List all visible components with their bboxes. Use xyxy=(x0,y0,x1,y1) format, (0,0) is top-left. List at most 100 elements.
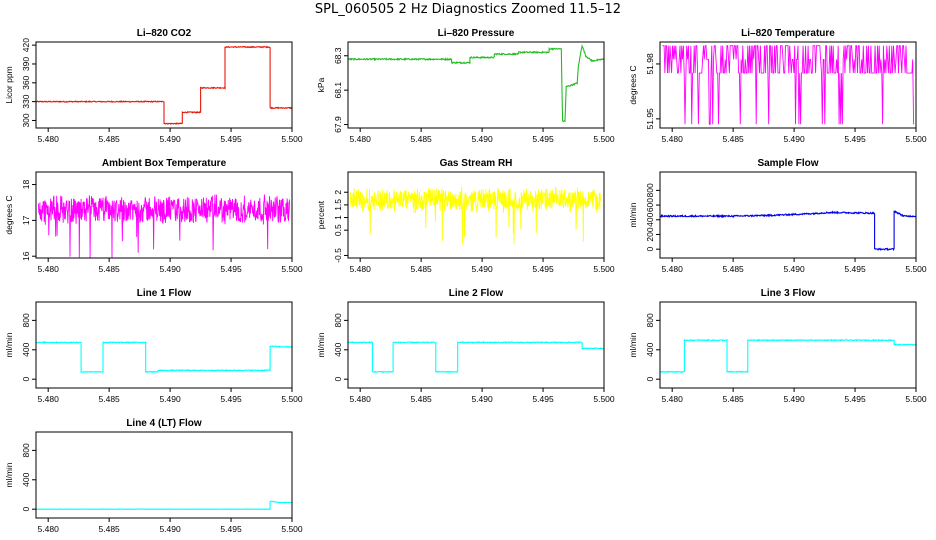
x-tick-label: 5.500 xyxy=(593,394,615,404)
x-tick-label: 5.490 xyxy=(783,134,805,144)
y-tick-label: 200 xyxy=(645,227,655,241)
x-tick-label: 5.485 xyxy=(411,394,433,404)
y-tick-label: 2 xyxy=(333,190,343,195)
x-tick-label: 5.500 xyxy=(905,134,927,144)
series-line xyxy=(37,194,291,259)
plot-frame xyxy=(659,171,917,259)
panel-title: Line 1 Flow xyxy=(137,288,192,299)
panel-8: Line 2 Flow 5.480 5.485 5.490 5.495 5.500 0 400… xyxy=(316,288,615,404)
series-line xyxy=(35,340,293,374)
y-tick-label: 400 xyxy=(645,212,655,226)
x-tick-label: 5.485 xyxy=(723,394,745,404)
x-tick-label: 5.480 xyxy=(662,134,684,144)
panel-6: Sample Flow 5.480 5.485 5.490 5.495 5.500 0 200… xyxy=(628,158,927,274)
x-tick-label: 5.480 xyxy=(38,264,60,274)
series-line xyxy=(347,341,605,374)
x-tick-label: 5.480 xyxy=(350,264,372,274)
x-tick-label: 5.500 xyxy=(281,394,303,404)
figure-title: SPL_060505 2 Hz Diagnostics Zoomed 11.5–… xyxy=(314,2,622,17)
y-tick-label: 400 xyxy=(333,342,343,356)
y-tick-label: 420 xyxy=(21,38,31,52)
series-line xyxy=(349,186,602,245)
x-tick-label: 5.490 xyxy=(159,524,181,534)
y-axis-label: degrees C xyxy=(628,65,638,104)
series-line xyxy=(347,43,605,123)
y-tick-label: -0.5 xyxy=(333,248,343,263)
y-tick-label: 0 xyxy=(645,247,655,252)
series-line xyxy=(659,210,917,252)
y-tick-label: 51.95 xyxy=(645,108,655,130)
y-axis-label: ml/min xyxy=(316,332,326,357)
y-tick-label: 0.5 xyxy=(333,224,343,236)
y-axis-label: ml/min xyxy=(628,202,638,227)
panel-title: Li–820 Temperature xyxy=(741,28,835,39)
x-tick-label: 5.500 xyxy=(281,134,303,144)
y-tick-label: 800 xyxy=(645,313,655,327)
y-tick-label: 51.98 xyxy=(645,53,655,75)
y-tick-label: 400 xyxy=(645,342,655,356)
x-tick-label: 5.495 xyxy=(844,394,866,404)
x-tick-label: 5.490 xyxy=(159,394,181,404)
x-tick-label: 5.490 xyxy=(471,394,493,404)
y-axis-label: ml/min xyxy=(628,332,638,357)
series-line xyxy=(659,338,917,374)
y-tick-label: 330 xyxy=(21,94,31,108)
x-tick-label: 5.495 xyxy=(220,264,242,274)
x-tick-label: 5.500 xyxy=(905,394,927,404)
plot-frame xyxy=(35,431,293,519)
x-tick-label: 5.485 xyxy=(723,264,745,274)
panel-4: Ambient Box Temperature 5.480 5.485 5.490 5.… xyxy=(4,158,303,274)
x-tick-label: 5.480 xyxy=(38,394,60,404)
x-tick-label: 5.500 xyxy=(593,264,615,274)
plot-frame xyxy=(659,41,917,129)
plot-frame xyxy=(35,41,293,129)
y-axis-label: ml/min xyxy=(4,332,14,357)
x-tick-label: 5.495 xyxy=(532,394,554,404)
x-tick-label: 5.500 xyxy=(281,524,303,534)
y-tick-label: 800 xyxy=(21,313,31,327)
plot-frame xyxy=(35,301,293,389)
y-tick-label: 360 xyxy=(21,75,31,89)
x-tick-label: 5.485 xyxy=(99,264,121,274)
x-tick-label: 5.490 xyxy=(471,134,493,144)
y-axis-label: percent xyxy=(316,200,326,229)
x-tick-label: 5.490 xyxy=(783,264,805,274)
x-tick-label: 5.495 xyxy=(844,134,866,144)
x-tick-label: 5.495 xyxy=(220,524,242,534)
y-tick-label: 16 xyxy=(21,251,31,261)
plot-frame xyxy=(35,171,293,259)
y-tick-label: 68.1 xyxy=(333,82,343,99)
x-tick-label: 5.500 xyxy=(593,134,615,144)
y-tick-label: 68.3 xyxy=(333,47,343,64)
plot-frame xyxy=(659,301,917,389)
y-tick-label: 800 xyxy=(333,313,343,327)
x-tick-label: 5.490 xyxy=(783,394,805,404)
panel-title: Line 4 (LT) Flow xyxy=(126,418,202,429)
y-tick-label: 0 xyxy=(645,377,655,382)
y-axis-label: Licor ppm xyxy=(4,66,14,103)
panel-1: Li–820 CO2 5.480 5.485 5.490 5.495 5.500 300 33… xyxy=(4,28,303,144)
y-tick-label: 17 xyxy=(21,215,31,225)
x-tick-label: 5.490 xyxy=(159,134,181,144)
x-tick-label: 5.495 xyxy=(220,134,242,144)
x-tick-label: 5.480 xyxy=(38,524,60,534)
y-tick-label: 0 xyxy=(21,377,31,382)
y-tick-label: 400 xyxy=(21,472,31,486)
panel-title: Line 3 Flow xyxy=(761,288,816,299)
x-tick-label: 5.480 xyxy=(350,134,372,144)
x-tick-label: 5.485 xyxy=(411,134,433,144)
x-tick-label: 5.495 xyxy=(532,134,554,144)
y-axis-label: ml/min xyxy=(4,462,14,487)
y-axis-label: kPa xyxy=(316,77,326,92)
y-tick-label: 67.9 xyxy=(333,116,343,133)
x-tick-label: 5.500 xyxy=(905,264,927,274)
panel-2: Li–820 Pressure 5.480 5.485 5.490 5.495 5.500… xyxy=(316,28,615,144)
x-tick-label: 5.495 xyxy=(220,394,242,404)
panel-title: Li–820 CO2 xyxy=(137,28,192,39)
x-tick-label: 5.480 xyxy=(350,394,372,404)
panel-title: Gas Stream RH xyxy=(440,158,513,169)
x-tick-label: 5.495 xyxy=(844,264,866,274)
series-line xyxy=(662,45,915,125)
series-line xyxy=(35,500,292,510)
